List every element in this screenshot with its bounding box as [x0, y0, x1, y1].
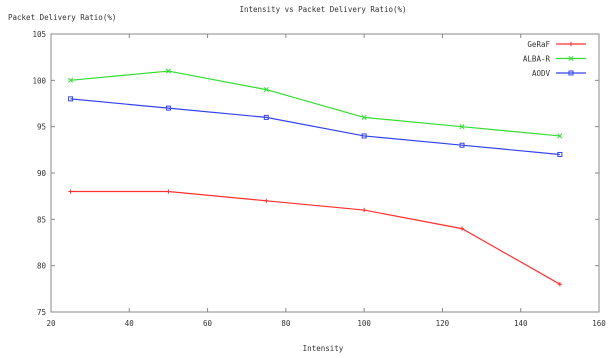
data-point: [264, 198, 269, 203]
data-point: [263, 114, 269, 120]
data-point: [568, 55, 574, 62]
y-tick-label: 105: [32, 30, 46, 39]
legend: GeRaF ALBA-R AODV: [523, 40, 586, 78]
series-line-aodv: [70, 98, 560, 156]
x-tick-label: 140: [514, 319, 528, 328]
legend-label-aodv: AODV: [532, 69, 551, 78]
series-line-geraf: [70, 190, 561, 285]
x-tick-label: 20: [46, 319, 56, 328]
chart-title: Intensity vs Packet Delivery Ratio(%): [239, 5, 406, 14]
x-tick-label: 100: [357, 319, 371, 328]
data-point: [568, 70, 574, 76]
y-tick-label: 95: [37, 123, 46, 132]
x-axis-label: Intensity: [303, 344, 344, 353]
series-line-alba-r: [70, 70, 560, 137]
x-tick-label: 60: [203, 319, 213, 328]
series-geraf: [68, 189, 563, 287]
data-point: [361, 114, 367, 120]
data-point: [459, 124, 465, 130]
data-point: [557, 282, 563, 287]
data-point: [361, 207, 367, 213]
series-alba-r: [68, 68, 563, 139]
x-tick-label: 120: [436, 319, 450, 328]
x-tick-label: 80: [281, 319, 291, 328]
series-group: [68, 68, 563, 287]
series-aodv: [68, 96, 563, 157]
x-tick-label: 160: [592, 319, 606, 328]
data-point: [361, 133, 367, 139]
axes: 20 40 60 80 100 120 140 160 75 80 85 90 95 100 105: [32, 30, 606, 328]
y-axis-label: Packet Delivery Ratio(%): [8, 13, 116, 22]
y-tick-label: 90: [37, 169, 47, 178]
y-tick-label: 100: [32, 76, 46, 85]
data-point: [557, 151, 563, 157]
data-point: [568, 41, 574, 47]
data-point: [459, 142, 465, 148]
data-point: [165, 105, 171, 111]
data-point: [68, 96, 74, 102]
plot-frame: [50, 33, 600, 313]
data-point: [459, 226, 465, 231]
legend-label-geraf: GeRaF: [527, 40, 550, 49]
data-point: [557, 133, 563, 139]
legend-label-alba-r: ALBA-R: [523, 55, 551, 64]
data-point: [68, 189, 73, 194]
y-tick-label: 80: [37, 262, 47, 271]
data-point: [263, 87, 269, 93]
data-point: [68, 77, 74, 83]
y-tick-label: 75: [37, 308, 46, 317]
y-tick-label: 85: [37, 215, 46, 224]
x-tick-label: 40: [125, 319, 135, 328]
data-point: [165, 68, 171, 74]
data-point: [166, 189, 171, 194]
